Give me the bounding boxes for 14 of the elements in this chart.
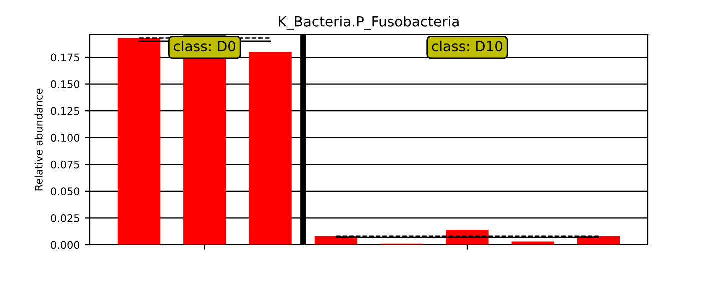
- bar: [118, 38, 161, 245]
- y-tick-label: 0.025: [51, 214, 80, 222]
- y-tick-label: 0.000: [51, 241, 80, 250]
- y-tick-label: 0.125: [51, 107, 80, 116]
- y-axis-title: Relative abundance: [34, 88, 43, 191]
- annotation: class: D10: [432, 40, 503, 52]
- y-tick-label: 0.175: [51, 54, 80, 62]
- bar: [249, 52, 292, 245]
- y-tick-label: 0.050: [51, 188, 80, 196]
- y-tick-label: 0.075: [51, 160, 80, 169]
- annotation: class: D0: [174, 40, 236, 52]
- chart-title: K_Bacteria.P_Fusobacteria: [279, 16, 459, 30]
- y-tick-label: 0.100: [51, 134, 80, 142]
- y-tick-label: 0.150: [51, 80, 80, 88]
